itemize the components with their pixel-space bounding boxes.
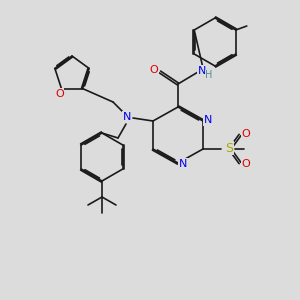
Text: O: O — [55, 88, 64, 99]
Text: O: O — [242, 129, 250, 139]
Text: O: O — [242, 159, 250, 169]
Text: N: N — [123, 112, 131, 122]
Text: H: H — [205, 70, 213, 80]
Text: N: N — [204, 115, 212, 125]
Text: N: N — [179, 159, 187, 169]
Text: N: N — [198, 66, 206, 76]
Text: S: S — [225, 142, 233, 154]
Text: O: O — [150, 65, 158, 75]
